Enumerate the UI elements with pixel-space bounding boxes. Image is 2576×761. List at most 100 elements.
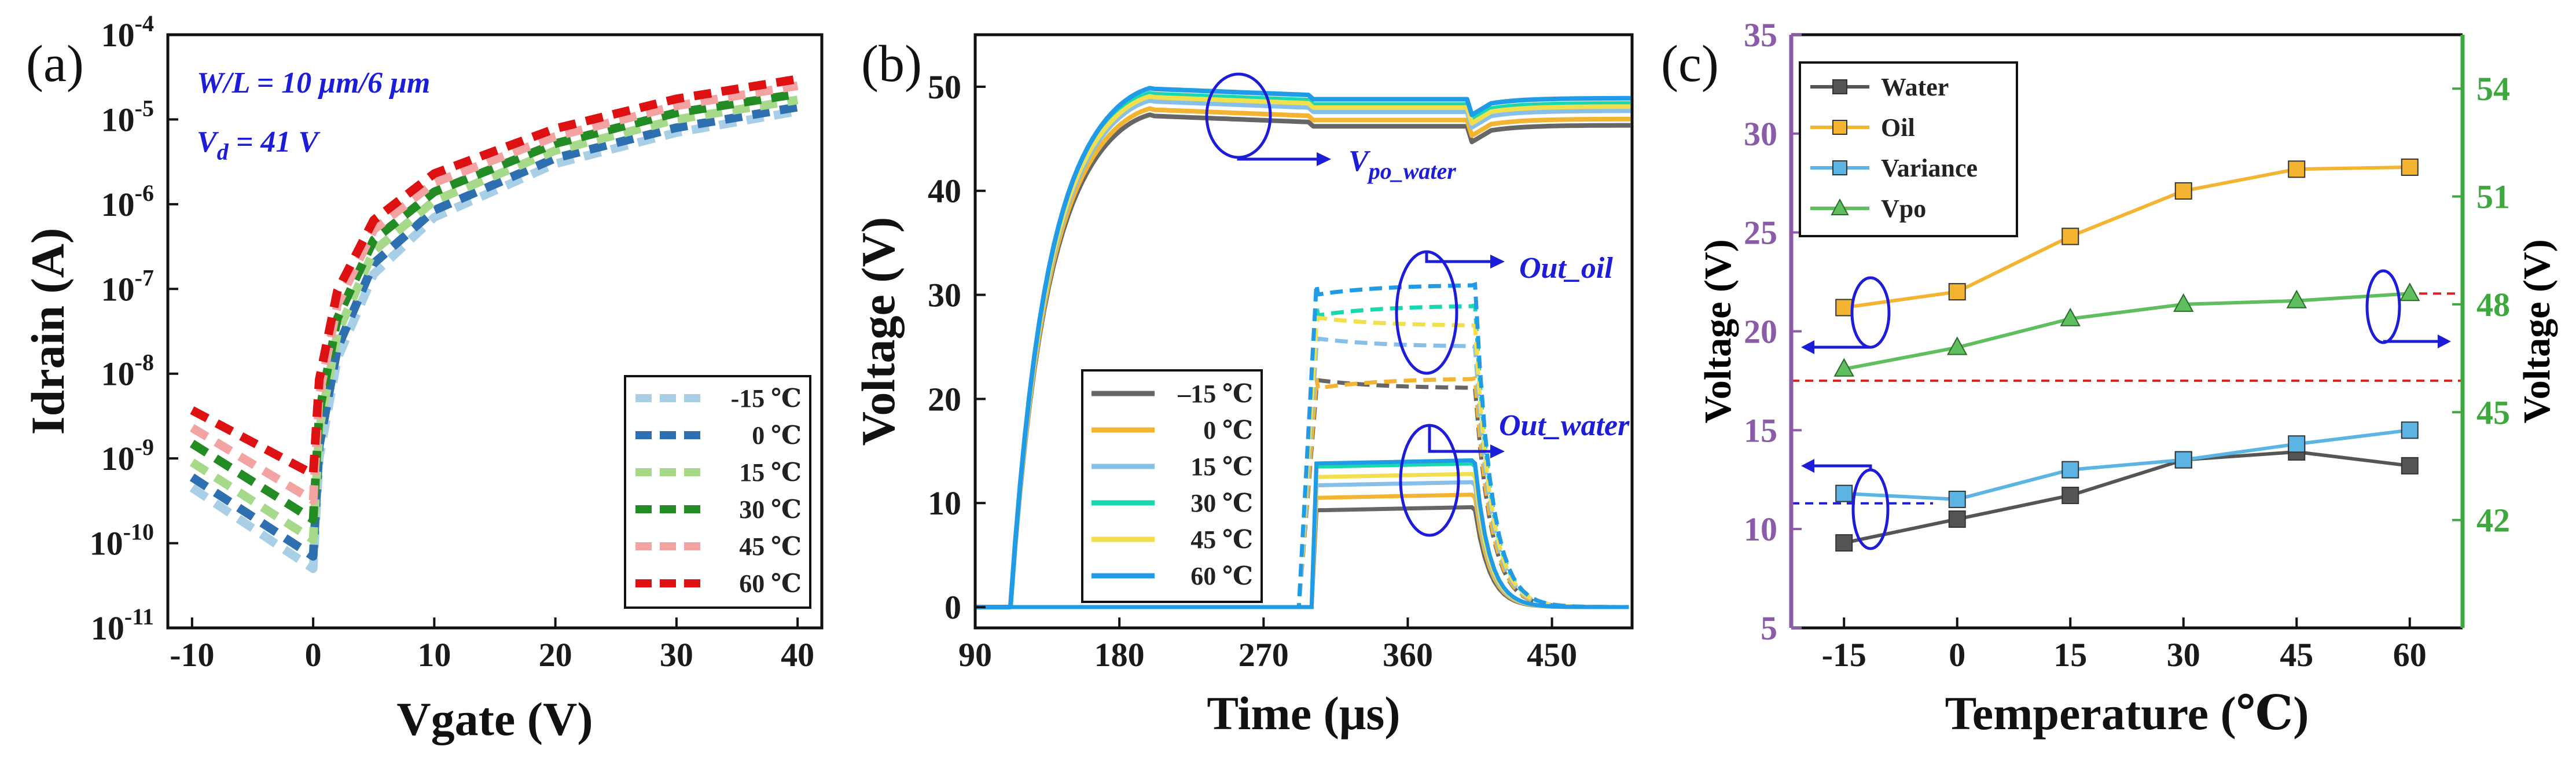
y-left-axis-label: Voltage (V)	[1697, 239, 1739, 423]
x-tick-label: 15	[2053, 636, 2087, 674]
marker-2-4	[2288, 436, 2305, 452]
y-tick-base: 10	[91, 609, 124, 647]
marker-1-0	[1836, 300, 1852, 316]
y-axis-label: Idrain (A)	[21, 228, 74, 435]
panel-b-chart: 90 180 270 360 450 0 10 20 30 40 50 Time (μs) Voltag…	[852, 35, 1632, 740]
vpo-arrowhead	[1317, 152, 1331, 166]
marker-2-3	[2176, 452, 2192, 468]
marker-1-5	[2402, 159, 2418, 175]
panel-label: (c)	[1661, 35, 1719, 93]
marker-2-1	[1949, 491, 1965, 508]
y-tick-label: 10-5	[101, 95, 154, 138]
y-left-tick-label: 25	[1744, 214, 1777, 252]
legend-entry-0: -15 ℃	[731, 384, 802, 413]
legend-entry-4: 45 ℃	[1190, 525, 1253, 554]
legend-entry-1: 0 ℃	[752, 421, 802, 450]
y-left-tick-label: 35	[1744, 16, 1777, 54]
vpo-ellipse	[2367, 271, 2399, 343]
y-tick-base: 10	[101, 440, 135, 477]
x-tick-label: 30	[660, 636, 693, 674]
panel-label: (b)	[861, 35, 922, 93]
y-tick-base: 10	[101, 16, 135, 54]
y-tick-label: 30	[928, 277, 961, 314]
out-oil-ellipse	[1397, 252, 1457, 373]
y-tick-label: 10-10	[90, 519, 154, 563]
legend-entry-0: Water	[1881, 73, 1949, 101]
figure: -10 0 10 20 30 4010-1110-1010-910-810-710-610…	[0, 0, 2576, 761]
legend-entry-1: 0 ℃	[1203, 416, 1253, 444]
y-right-tick-label: 42	[2476, 502, 2510, 539]
out-oil-annotation: Out_oil	[1519, 252, 1613, 285]
y-tick-exponent: -6	[135, 180, 154, 206]
legend-entry-3: 30 ℃	[739, 495, 802, 524]
marker-0-5	[2402, 458, 2418, 474]
y-tick-label: 40	[928, 172, 961, 210]
y-tick-label: 10	[928, 484, 961, 522]
marker-1-2	[2062, 229, 2078, 245]
x-axis-label: Vgate (V)	[396, 693, 593, 745]
series-line-3	[1844, 293, 2410, 369]
panel-a-chart: -10 0 10 20 30 4010-1110-1010-910-810-710-610…	[21, 10, 822, 745]
marker-3-5	[2401, 284, 2419, 300]
y-axis-label: Voltage (V)	[852, 217, 905, 446]
vpo-annotation: Vpo_water	[1348, 145, 1456, 184]
x-tick-label: 40	[781, 636, 814, 674]
x-tick-label: 20	[539, 636, 572, 674]
y-tick-base: 10	[90, 525, 123, 563]
vpo-subscript: po_water	[1367, 158, 1457, 184]
y-tick-label: 10-8	[101, 350, 154, 393]
marker-0-0	[1836, 535, 1852, 551]
y-tick-label: 0	[945, 589, 961, 626]
y-tick-exponent: -8	[135, 350, 154, 376]
y-tick-label: 20	[928, 380, 961, 418]
panel-c-chart: -15 0 15 30 45 6051015202530354245485154Tempe…	[1661, 16, 2558, 740]
y-tick-base: 10	[101, 270, 135, 308]
x-tick-label: 360	[1383, 636, 1433, 674]
x-tick-label: 10	[417, 636, 451, 674]
vd-value: = 41 V	[229, 126, 321, 159]
marker-1-3	[2176, 183, 2192, 199]
y-right-tick-label: 54	[2476, 70, 2510, 108]
x-tick-label: -15	[1822, 636, 1866, 674]
marker-2-5	[2402, 422, 2418, 438]
y-right-tick-label: 48	[2476, 286, 2510, 323]
y-tick-exponent: -11	[124, 604, 154, 630]
marker-1-4	[2288, 161, 2305, 177]
y-right-axis-label: Voltage (V)	[2516, 239, 2558, 423]
out-water-annotation: Out_water	[1499, 409, 1630, 442]
legend-entry-4: 45 ℃	[739, 532, 802, 561]
y-left-tick-label: 15	[1744, 411, 1777, 449]
x-tick-label: 270	[1239, 636, 1289, 674]
y-tick-base: 10	[101, 101, 135, 138]
y-tick-exponent: -9	[135, 434, 154, 460]
legend-marker-1	[1833, 120, 1847, 134]
marker-2-0	[1836, 486, 1852, 502]
y-right-tick-label: 51	[2476, 178, 2510, 216]
out-water-arrowhead	[1490, 444, 1505, 458]
legend-entry-2: 15 ℃	[1190, 453, 1253, 481]
legend-entry-3: Vpo	[1881, 194, 1926, 223]
x-tick-label: 60	[2393, 636, 2427, 674]
y-tick-label: 10-9	[101, 434, 154, 477]
water-arrow-line	[1811, 466, 1871, 470]
x-tick-label: -10	[170, 636, 214, 674]
y-tick-label: 50	[928, 68, 961, 106]
wl-annotation: W/L = 10 μm/6 μm	[197, 67, 430, 100]
y-tick-label: 10-4	[101, 10, 154, 54]
vpo-arrowhead	[2438, 334, 2451, 348]
oil-ellipse	[1852, 278, 1889, 347]
x-tick-label: 0	[1949, 636, 1965, 674]
y-left-tick-label: 10	[1744, 510, 1777, 548]
x-tick-label: 180	[1094, 636, 1145, 674]
water-arrowhead	[1801, 459, 1814, 473]
y-tick-label: 10-6	[101, 180, 154, 223]
legend-entry-2: 15 ℃	[739, 458, 802, 487]
y-tick-base: 10	[101, 186, 135, 223]
oil-arrowhead	[1801, 340, 1814, 354]
out-oil-curve-5	[975, 285, 1629, 607]
vd-subscript: d	[217, 139, 229, 165]
marker-0-2	[2062, 487, 2078, 503]
panel-label: (a)	[26, 35, 84, 93]
x-tick-label: 30	[2167, 636, 2200, 674]
legend-entry-2: Variance	[1881, 154, 1978, 182]
